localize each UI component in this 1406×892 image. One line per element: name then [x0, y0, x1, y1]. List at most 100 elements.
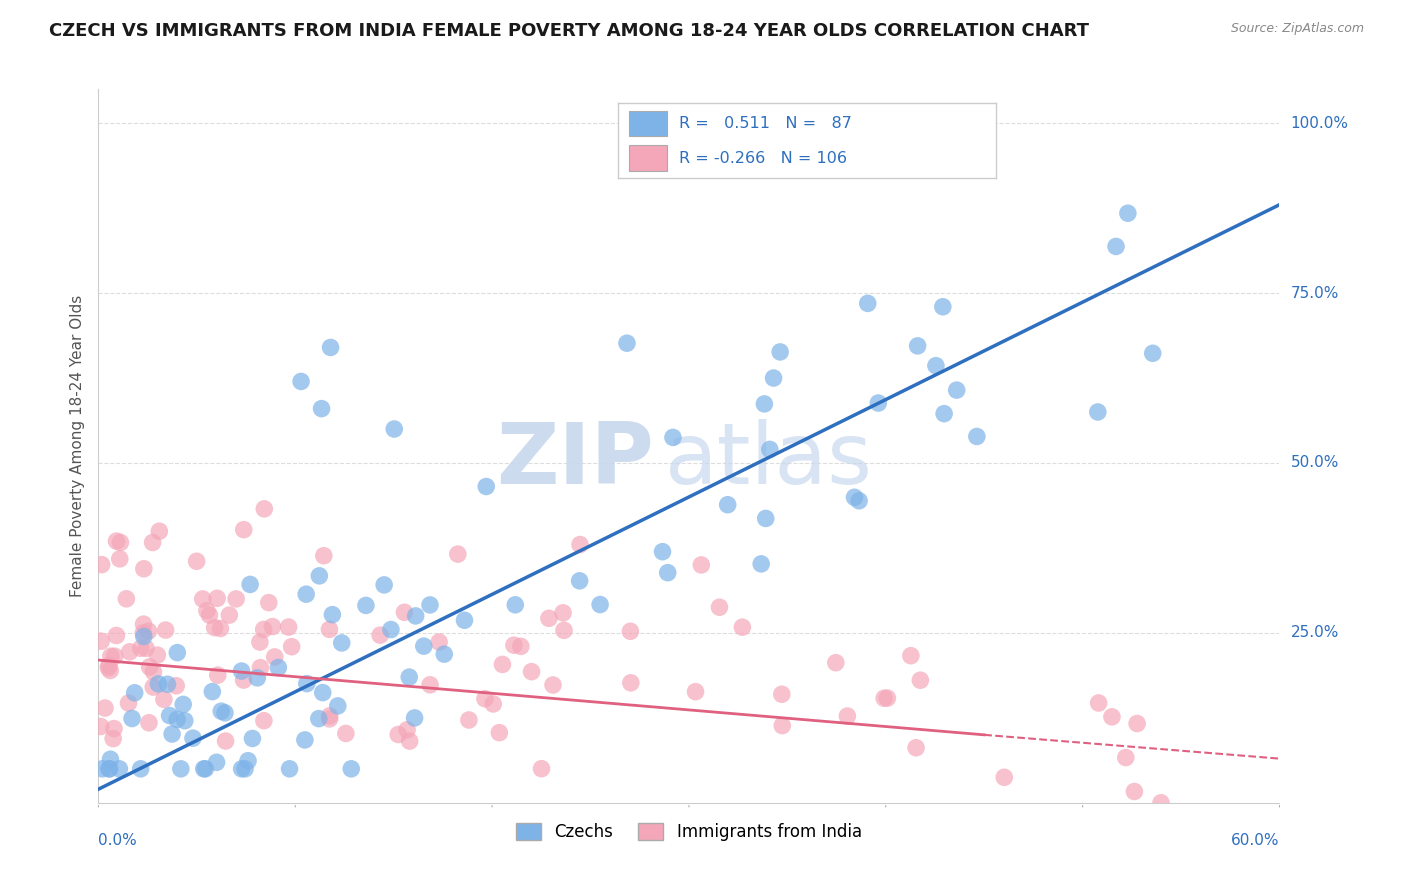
Point — [129, 762, 152, 776]
Point — [551, 606, 574, 620]
Point — [295, 587, 318, 601]
Point — [335, 726, 357, 740]
Y-axis label: Female Poverty Among 18-24 Year Olds: Female Poverty Among 18-24 Year Olds — [69, 295, 84, 597]
Point — [398, 734, 420, 748]
Point — [368, 628, 391, 642]
Point — [311, 401, 333, 416]
Point — [433, 647, 456, 661]
Point — [330, 636, 353, 650]
Point — [232, 523, 254, 537]
Point — [387, 727, 409, 741]
Point — [404, 711, 426, 725]
Point — [100, 649, 122, 664]
Point — [932, 300, 955, 314]
Point — [1105, 239, 1128, 253]
Text: 60.0%: 60.0% — [1232, 833, 1279, 848]
Point — [186, 554, 208, 568]
Point — [121, 711, 143, 725]
Point — [148, 677, 170, 691]
Point — [419, 678, 441, 692]
Point — [731, 620, 754, 634]
Point — [308, 712, 330, 726]
Point — [115, 591, 138, 606]
Point — [394, 605, 416, 619]
Text: 75.0%: 75.0% — [1291, 285, 1339, 301]
Point — [253, 714, 276, 728]
Point — [993, 770, 1015, 784]
Point — [253, 501, 276, 516]
Point — [280, 640, 302, 654]
Point — [249, 635, 271, 649]
Legend: Czechs, Immigrants from India: Czechs, Immigrants from India — [509, 816, 869, 848]
Point — [209, 704, 232, 718]
Point — [662, 430, 685, 444]
Point — [253, 623, 276, 637]
Point — [405, 608, 427, 623]
Point — [214, 706, 236, 720]
Point — [1101, 710, 1123, 724]
Text: CZECH VS IMMIGRANTS FROM INDIA FEMALE POVERTY AMONG 18-24 YEAR OLDS CORRELATION : CZECH VS IMMIGRANTS FROM INDIA FEMALE PO… — [49, 22, 1090, 40]
Point — [1123, 784, 1146, 798]
Point — [233, 762, 256, 776]
Point — [475, 479, 498, 493]
Point — [396, 723, 419, 737]
Point — [910, 673, 932, 688]
Point — [754, 397, 776, 411]
Point — [193, 762, 215, 776]
Point — [90, 558, 112, 572]
Text: 50.0%: 50.0% — [1291, 456, 1339, 470]
Point — [398, 670, 420, 684]
Point — [214, 734, 236, 748]
Point — [135, 641, 157, 656]
Point — [657, 566, 679, 580]
Point — [181, 731, 204, 746]
Point — [651, 544, 673, 558]
Point — [382, 422, 405, 436]
Point — [156, 677, 179, 691]
Point — [868, 396, 890, 410]
Text: Source: ZipAtlas.com: Source: ZipAtlas.com — [1230, 22, 1364, 36]
Point — [295, 676, 318, 690]
Point — [105, 534, 128, 549]
Point — [132, 625, 155, 640]
Point — [876, 691, 898, 706]
Point — [207, 668, 229, 682]
Point — [488, 725, 510, 739]
Point — [209, 622, 232, 636]
Text: atlas: atlas — [665, 418, 873, 502]
Point — [236, 754, 259, 768]
Point — [509, 640, 531, 654]
Point — [170, 762, 193, 776]
Point — [231, 664, 253, 678]
Point — [277, 620, 299, 634]
Point — [319, 341, 342, 355]
Point — [900, 648, 922, 663]
Point — [105, 628, 128, 642]
Point — [503, 638, 526, 652]
Point — [205, 591, 228, 606]
Point — [568, 574, 591, 588]
Point — [1115, 750, 1137, 764]
Point — [1150, 796, 1173, 810]
Point — [1142, 346, 1164, 360]
Point — [1116, 206, 1139, 220]
Point — [1087, 696, 1109, 710]
Point — [503, 598, 526, 612]
Point — [101, 731, 124, 746]
Point — [249, 661, 271, 675]
Point — [132, 562, 155, 576]
Point — [290, 375, 312, 389]
Point — [308, 569, 330, 583]
Point — [201, 684, 224, 698]
Point — [685, 684, 707, 698]
Point — [198, 608, 221, 623]
Point — [218, 608, 240, 623]
Point — [166, 712, 188, 726]
Point — [905, 740, 928, 755]
Point — [142, 680, 165, 694]
Point — [945, 383, 967, 397]
Point — [191, 591, 214, 606]
Point — [907, 339, 929, 353]
Point — [239, 577, 262, 591]
Point — [142, 665, 165, 679]
